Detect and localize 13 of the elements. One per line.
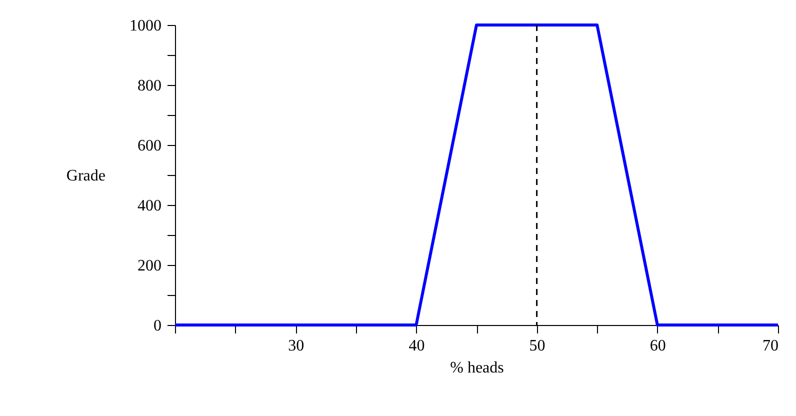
y-tick-label: 400 [138,198,162,214]
y-tick-label: 800 [138,78,162,94]
x-tick-label: 70 [762,338,778,354]
x-tick-label: 50 [529,338,546,354]
x-tick-label: 60 [650,338,666,354]
x-axis-title: % heads [450,360,504,376]
x-tick-label: 40 [408,338,425,354]
y-tick-label: 1000 [130,18,162,34]
y-tick-label: 200 [138,258,162,274]
y-axis-title: Grade [66,168,106,184]
x-tick-label: 30 [288,338,304,354]
y-tick-label: 600 [138,138,162,154]
y-tick-label: 0 [154,318,162,334]
